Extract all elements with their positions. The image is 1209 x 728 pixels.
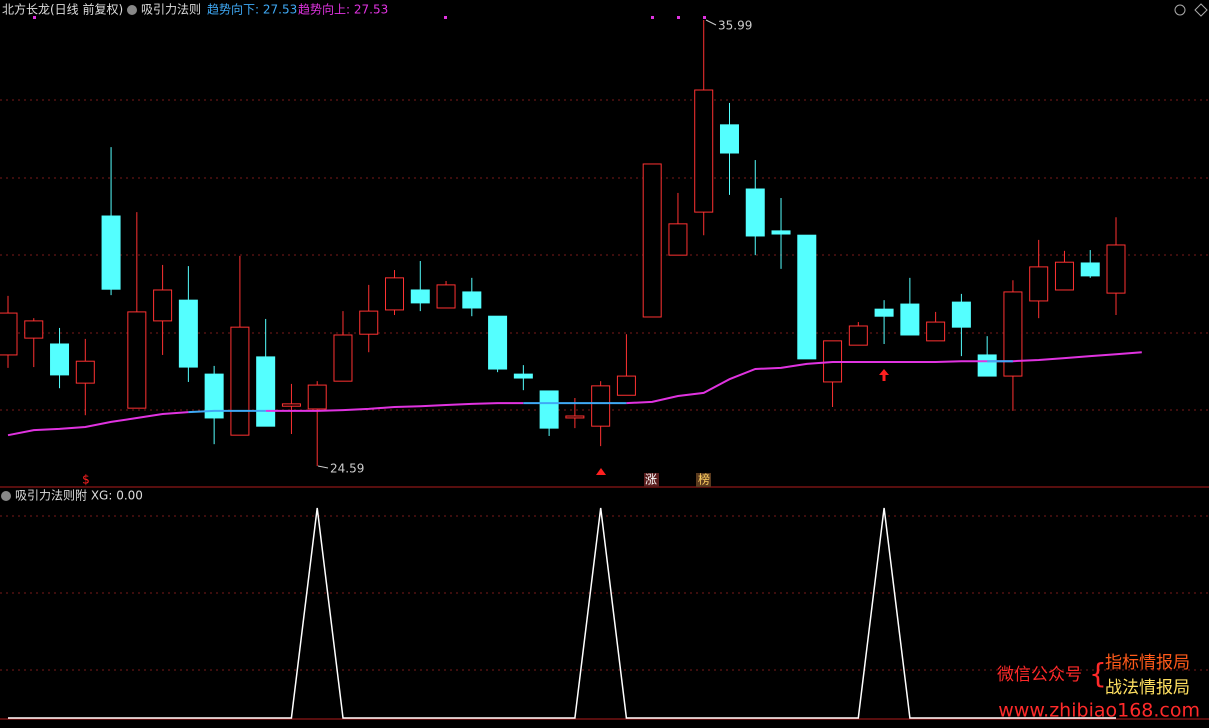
collapse-icon[interactable] [127, 5, 137, 15]
candle-body [694, 89, 714, 213]
indicator-name: 吸引力法则 [141, 3, 201, 17]
signal-dot [33, 16, 36, 19]
xg-line [8, 507, 1116, 719]
grid [0, 99, 1209, 671]
candle-body [24, 320, 44, 339]
min-label: 24.59 [330, 462, 364, 476]
candle-body [75, 360, 95, 384]
candle-body [359, 310, 379, 335]
candle-body [410, 289, 430, 304]
wm-name: 指标情报局 [1105, 653, 1190, 673]
max-pointer [705, 19, 717, 26]
candle-body [642, 163, 662, 318]
candle-body [797, 234, 817, 360]
max-label: 35.99 [718, 19, 752, 33]
candle-body [539, 390, 559, 429]
min-pointer [317, 465, 329, 469]
candle-body [462, 291, 482, 309]
trend-line [188, 360, 1013, 414]
tag-bg [696, 473, 711, 487]
wm-wechat: 微信公众号 [997, 665, 1082, 685]
candle-body [771, 230, 791, 235]
signal-dot [677, 16, 680, 19]
candle-body [926, 321, 946, 342]
candle-body [204, 373, 224, 419]
tag-bg [644, 473, 659, 487]
candle-body [101, 215, 121, 290]
candle-body [436, 284, 456, 309]
candle-body [977, 354, 997, 377]
signal-s: $ [82, 473, 90, 487]
candle-body [565, 415, 585, 419]
candle-body [488, 315, 508, 370]
candle-body [1029, 266, 1049, 302]
expand-icon[interactable] [1194, 3, 1208, 17]
candle-body [256, 356, 276, 427]
candle-body [1003, 291, 1023, 377]
candle-body [951, 301, 971, 328]
candle-body [668, 223, 688, 256]
candle-body [0, 312, 18, 356]
settings-icon[interactable] [1174, 4, 1186, 16]
legend-up: 趋势向上: 27.53 [298, 2, 388, 17]
wm-url: www.zhibiao168.com [998, 700, 1200, 722]
wm-brace: { [1089, 657, 1107, 690]
tag-zhang: 涨 [645, 472, 657, 487]
candle-body [281, 403, 301, 407]
dots [33, 16, 706, 19]
signal-dot [651, 16, 654, 19]
candle-body [1080, 262, 1100, 277]
candle-body [616, 375, 636, 396]
candle-body [307, 384, 327, 410]
candle-body [50, 343, 70, 376]
candle-body [230, 326, 250, 436]
candle-body [874, 308, 894, 317]
candle-body [900, 303, 920, 336]
wm-name: 战法情报局 [1105, 678, 1190, 698]
candle-body [333, 334, 353, 382]
signal-dot [444, 16, 447, 19]
candle-body [1106, 244, 1126, 294]
sub-indicator-title: 吸引力法则附 XG: 0.00 [15, 489, 143, 503]
trend-line [7, 351, 1142, 437]
signal-arrow [879, 369, 889, 381]
candle-body [745, 188, 765, 237]
legend-down: 趋势向下: 27.53 [207, 2, 297, 17]
signal-triangle [596, 468, 606, 475]
candle-body [385, 277, 405, 311]
candle-body [1054, 261, 1074, 291]
candle-body [591, 385, 611, 427]
candle-body [513, 373, 533, 379]
signal-dot [703, 16, 706, 19]
candle-body [178, 299, 198, 368]
collapse-icon[interactable] [1, 491, 11, 501]
stock-name: 北方长龙(日线 前复权) [2, 2, 123, 17]
candle-body [719, 124, 739, 154]
candle-body [153, 289, 173, 322]
tag-bang: 榜 [698, 472, 710, 487]
candle-body [127, 311, 147, 409]
candle-body [848, 325, 868, 346]
